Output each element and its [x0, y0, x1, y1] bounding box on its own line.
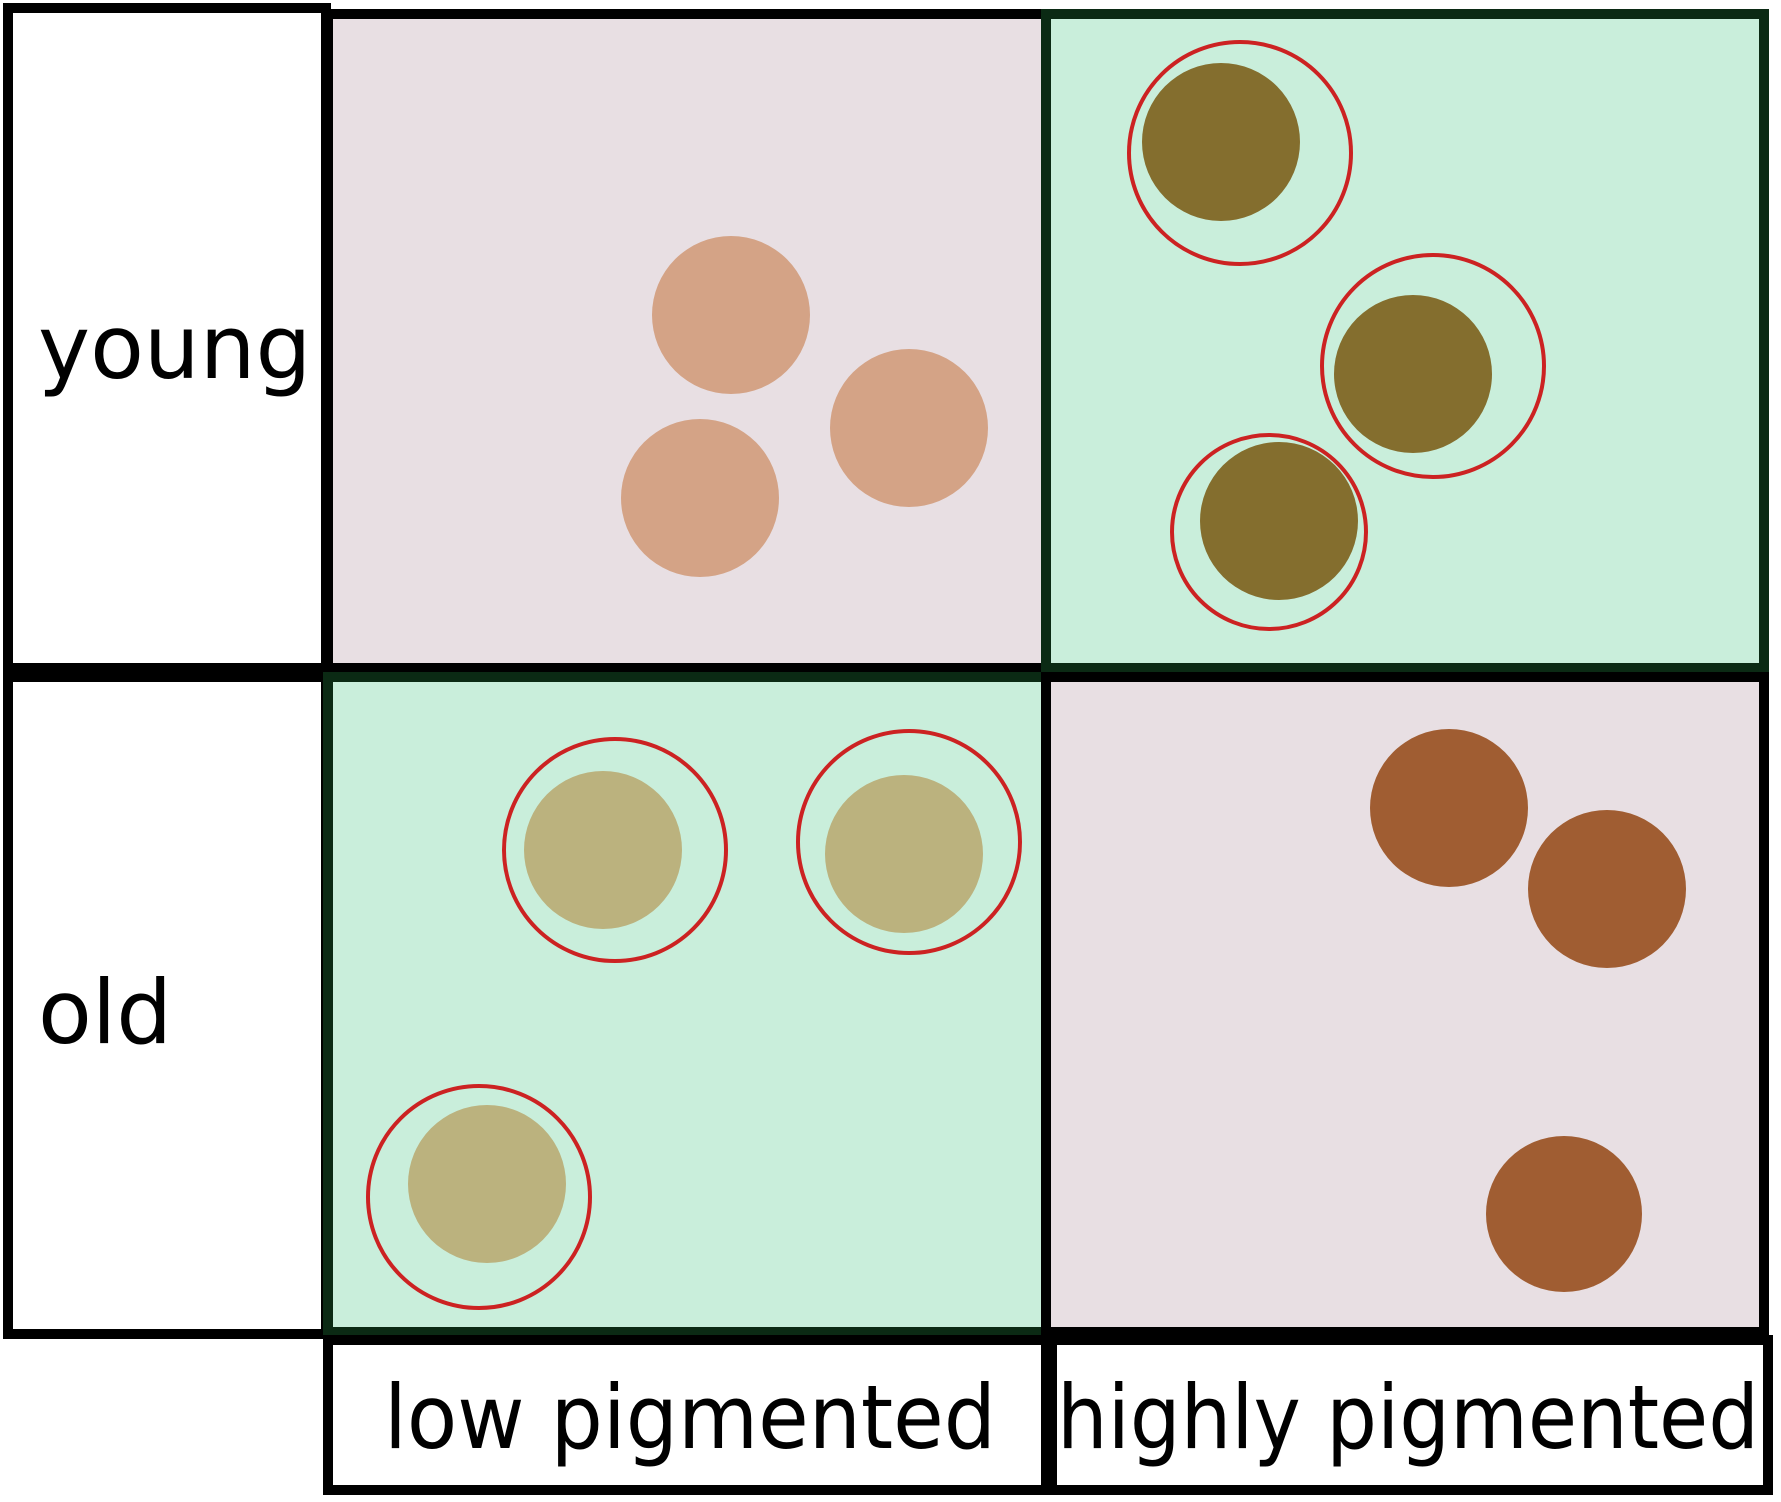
cell	[1486, 1136, 1642, 1292]
col-label-box-low	[323, 1335, 1051, 1495]
highlight-ring	[796, 729, 1022, 955]
cell	[830, 349, 988, 507]
column-label-highly-pigmented: highly pigmented	[1057, 1366, 1759, 1469]
cell	[1334, 295, 1492, 453]
highlight-ring	[1127, 40, 1353, 266]
old-high-cells	[1370, 729, 1686, 1292]
cell	[652, 236, 810, 394]
highlight-ring	[1170, 433, 1368, 631]
cell	[1370, 729, 1528, 887]
cell	[621, 419, 779, 577]
cell	[825, 775, 983, 933]
highlight-ring	[502, 737, 728, 963]
cell	[1142, 63, 1300, 221]
highlight-ring	[1320, 253, 1546, 479]
row-label-old: old	[38, 961, 172, 1064]
young-low-cells	[621, 236, 988, 577]
cell	[408, 1105, 566, 1263]
col-label-box-high	[1047, 1335, 1773, 1495]
cell	[1200, 442, 1358, 600]
highlight-ring	[366, 1084, 592, 1310]
grid-borders	[3, 3, 1773, 1495]
quadrant-young-high-border	[1041, 9, 1769, 673]
cell	[524, 771, 682, 929]
old-low-cells	[366, 729, 1022, 1310]
row-label-young: young	[38, 296, 311, 399]
column-label-low-pigmented: low pigmented	[384, 1366, 996, 1469]
young-high-cells	[1127, 40, 1546, 631]
cell	[1528, 810, 1686, 968]
quadrant-old-high-border	[1041, 672, 1769, 1337]
